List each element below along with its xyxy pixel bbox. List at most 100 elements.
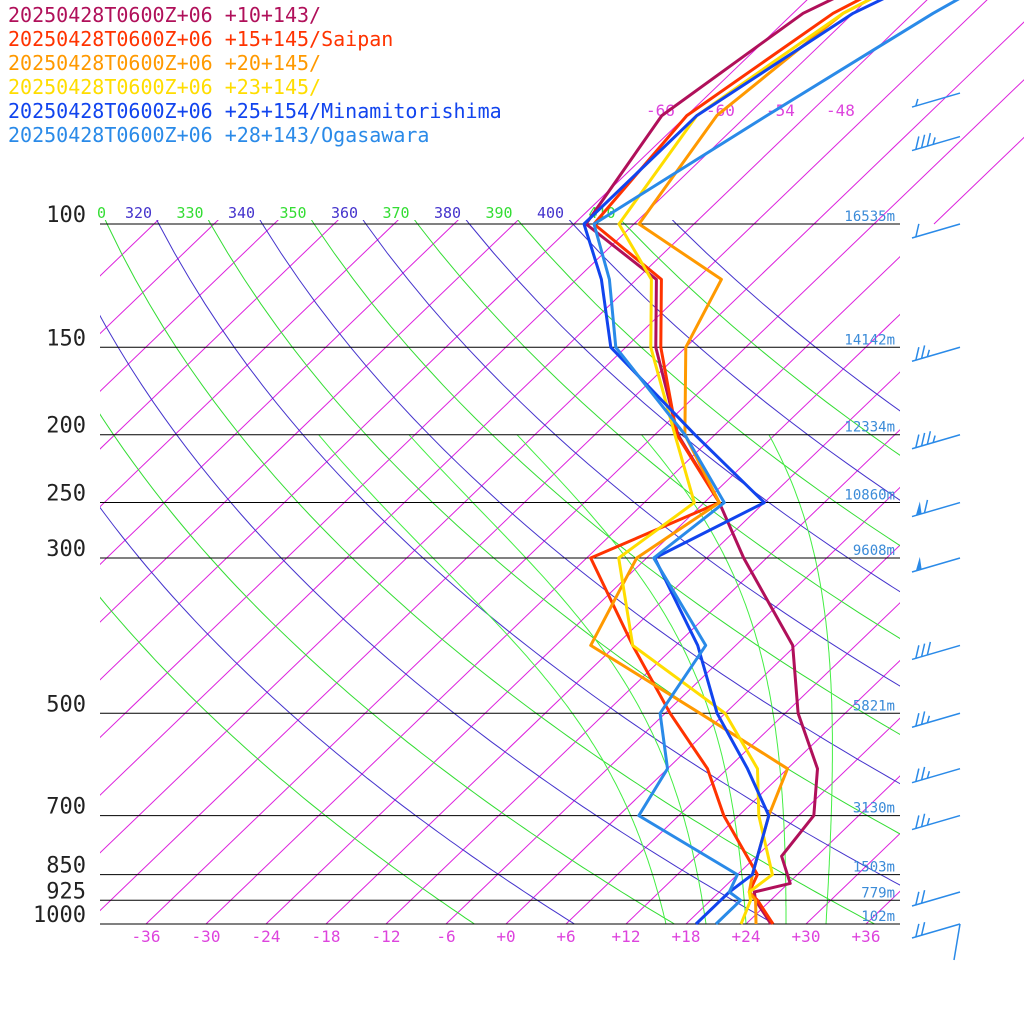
height-label: 3130m [853,801,895,817]
wind-barb [911,813,961,831]
moist-adiabat-line [318,434,667,924]
barb-shaft [953,923,961,961]
temperature-tick-label: +0 [496,927,515,946]
height-label: 16535m [844,209,895,225]
isotherm-line-upper [933,136,1024,225]
barb-shaft [911,346,961,362]
legend-entry: 20250428T0600Z+06 +28+143/Ogasawara [8,123,429,147]
temperature-tick-label: -18 [312,927,341,946]
upper-isotherm-label: -48 [826,101,855,120]
isotherm-line-upper [873,79,1024,225]
pressure-label: 200 [46,414,86,439]
pressure-label: 250 [46,482,86,507]
height-label: 1503m [853,860,895,876]
isotherm-line [100,220,699,796]
wind-barb [911,766,961,784]
legend-entry: 20250428T0600Z+06 +20+145/ [8,51,321,75]
theta-label: 330 [177,204,204,222]
barb-half-flag [915,98,919,107]
isotherm-line [625,659,900,924]
isotherm-line [385,429,900,924]
legend: 20250428T0600Z+06 +10+143/20250428T0600Z… [8,3,502,147]
temperature-tick-label: +36 [852,927,881,946]
wind-barb [911,711,961,728]
barb-flag [920,766,926,781]
temperature-tick-label: +24 [732,927,761,946]
isotherm-line [100,220,579,681]
isotherm-line-upper [813,21,1024,225]
legend-entry: 20250428T0600Z+06 +23+145/ [8,75,321,99]
barb-flag [920,890,926,904]
barb-shaft [911,644,961,661]
barb-flag [915,434,920,448]
wind-barb [911,132,961,152]
isotherm-line [100,220,519,623]
barb-pennant [915,501,922,516]
barb-shaft [911,223,961,239]
sounding-line [592,0,960,926]
barb-flag [920,345,926,359]
barb-flag [923,499,929,514]
barb-flag [920,922,926,936]
temperature-tick-label: +18 [672,927,701,946]
wind-barb [911,556,961,573]
barb-flag [915,645,920,659]
axis-labels: 100 16535m 150 14142m 200 12334m 250 10860m 300 9… [33,0,1024,946]
wind-barb [911,92,961,108]
height-label: 9608m [853,543,895,559]
pressure-label: 500 [46,692,86,717]
dry-adiabat-line [100,506,576,924]
barb-shaft [911,712,961,728]
dry-adiabat-line [100,314,776,924]
isotherm-line [100,220,819,912]
isotherm-line-upper [573,0,808,225]
barb-half-flag [932,137,936,145]
theta-label: 390 [486,204,513,222]
height-label: 779m [861,885,895,901]
pressure-label: 300 [46,537,86,562]
isotherm-line [805,832,900,924]
height-label: 10860m [844,488,895,504]
height-label: 14142m [844,332,895,348]
temperature-tick-label: -24 [252,927,281,946]
barb-flag [926,132,932,147]
barb-shaft [911,767,961,784]
theta-label: 400 [537,204,564,222]
legend-entry: 20250428T0600Z+06 +25+154/Minamitorishim… [8,99,502,123]
barb-shaft [911,923,961,939]
barb-shaft [911,557,961,573]
sounding-line [584,0,835,925]
isotherm-line [145,220,879,924]
wind-barb [911,641,961,661]
temperature-tick-label: -36 [132,927,161,946]
isotherm-line-upper [693,0,928,225]
theta-label: 370 [383,204,410,222]
barb-half-flag [932,435,936,443]
wind-barb [911,499,961,518]
barb-shaft [911,891,961,907]
legend-entry: 20250428T0600Z+06 +15+145/Saipan [8,27,393,51]
height-label: 102m [861,909,895,925]
moist-adiabat-line [641,434,787,924]
barb-flag [915,768,920,782]
pressure-label: 1000 [33,903,86,928]
theta-label: 350 [280,204,307,222]
barb-flag [915,891,920,906]
height-label: 5821m [853,698,895,714]
wind-barb [911,890,961,907]
sounding-line [582,0,885,926]
barb-shaft [911,814,961,831]
barb-shaft [911,135,961,152]
isotherm-line [100,220,639,739]
pressure-label: 925 [46,879,86,904]
dry-adiabat-line [207,220,900,835]
temperature-tick-label: -6 [436,927,455,946]
theta-label: 340 [228,204,255,222]
isotherm-line [325,371,900,924]
theta-label: 360 [331,204,358,222]
barb-half-flag [926,817,931,826]
temperature-tick-label: -12 [372,927,401,946]
theta-label: 320 [125,204,152,222]
barb-flag [915,815,920,829]
